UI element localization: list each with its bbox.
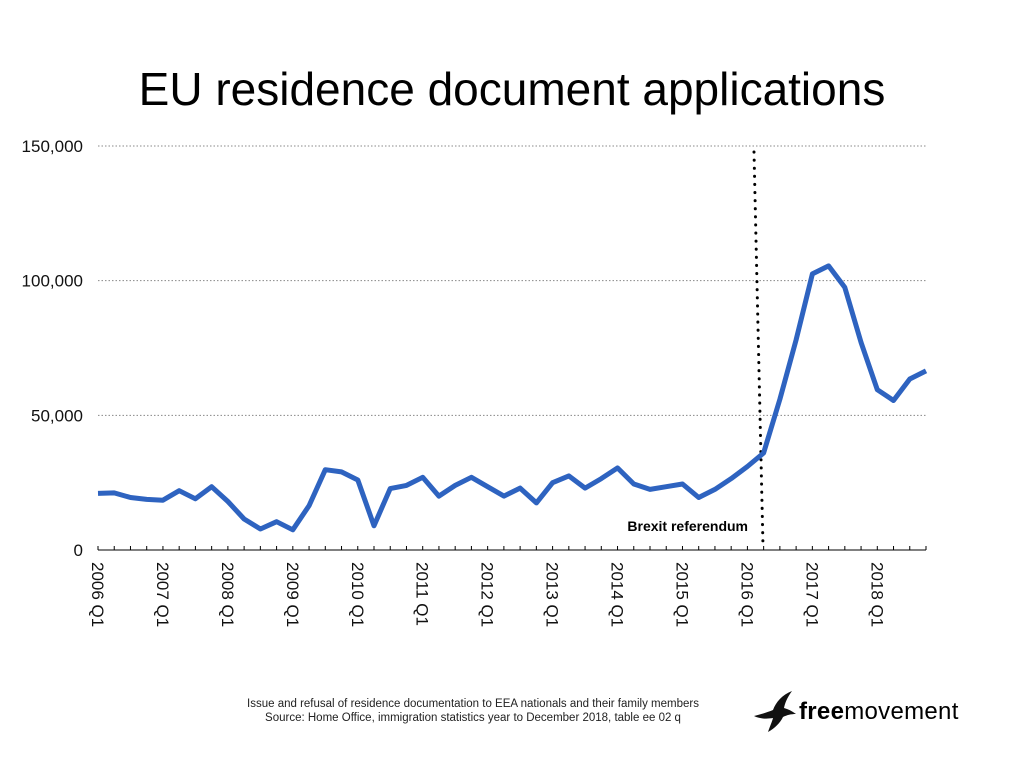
x-tick-label: 2016 Q1 bbox=[737, 562, 756, 627]
chart-footnote: Issue and refusal of residence documenta… bbox=[208, 697, 738, 725]
annotation-label: Brexit referendum bbox=[627, 518, 748, 534]
logo-wordmark: freemovement bbox=[799, 698, 959, 726]
logo-text-regular: movement bbox=[844, 698, 959, 725]
x-tick-label: 2018 Q1 bbox=[867, 562, 886, 627]
footnote-description: Issue and refusal of residence documenta… bbox=[247, 698, 699, 710]
x-tick-label: 2013 Q1 bbox=[543, 562, 562, 627]
footnote-source: Source: Home Office, immigration statist… bbox=[265, 712, 681, 724]
x-tick-label: 2010 Q1 bbox=[348, 562, 367, 627]
x-tick-label: 2014 Q1 bbox=[608, 562, 627, 627]
brexit-referendum-marker bbox=[752, 150, 765, 548]
x-tick-label: 2012 Q1 bbox=[478, 562, 497, 627]
logo-text-bold: free bbox=[799, 698, 845, 725]
x-tick-label: 2008 Q1 bbox=[218, 562, 237, 627]
x-tick-label: 2017 Q1 bbox=[802, 562, 821, 627]
y-tick-label: 100,000 bbox=[22, 272, 83, 291]
x-tick-label: 2009 Q1 bbox=[283, 562, 302, 627]
series-line bbox=[97, 263, 928, 533]
x-tick-label: 2011 Q1 bbox=[413, 562, 432, 626]
freemovement-logo: freemovement bbox=[752, 690, 982, 734]
x-tick-label: 2006 Q1 bbox=[88, 562, 107, 627]
y-tick-label: 50,000 bbox=[31, 406, 83, 425]
x-tick-label: 2007 Q1 bbox=[153, 562, 172, 627]
chart-title: EU residence document applications bbox=[138, 63, 886, 115]
y-tick-label: 0 bbox=[74, 541, 83, 560]
y-tick-label: 150,000 bbox=[22, 137, 83, 156]
x-tick-label: 2015 Q1 bbox=[672, 562, 691, 627]
bird-icon bbox=[754, 691, 796, 732]
